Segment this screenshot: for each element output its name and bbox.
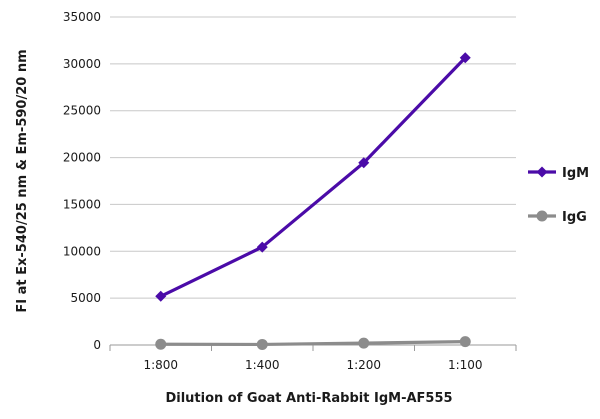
x-tick-label: 1:200: [346, 358, 381, 372]
series-lines: [155, 52, 471, 350]
legend-marker-igm: [536, 166, 548, 178]
y-tick-label: 15000: [63, 197, 101, 211]
y-tick-label: 20000: [63, 151, 101, 165]
y-tick-label: 25000: [63, 104, 101, 118]
y-tick-label: 30000: [63, 57, 101, 71]
legend-marker-igg: [536, 210, 548, 222]
y-axis-label: FI at Ex-540/25 nm & Em-590/20 nm: [15, 49, 30, 312]
data-point-igm: [155, 290, 167, 302]
y-tick-label: 10000: [63, 244, 101, 258]
legend-label-igm: IgM: [562, 166, 589, 181]
series-line-igg: [160, 340, 466, 347]
x-tick-label: 1:100: [448, 358, 483, 372]
y-tick-label: 35000: [63, 10, 101, 24]
data-point-igg: [459, 336, 471, 348]
data-point-igm: [256, 241, 268, 253]
data-point-igg: [155, 338, 167, 350]
series-line-igm: [160, 56, 467, 298]
data-point-igm: [459, 52, 471, 64]
x-tick-label: 1:800: [143, 358, 178, 372]
data-point-igm: [358, 157, 370, 169]
data-point-igg: [256, 338, 268, 350]
data-point-igg: [358, 337, 370, 349]
legend-label-igg: IgG: [562, 210, 587, 225]
y-tick-label: 0: [93, 338, 101, 352]
x-tick-labels: 1:800 1:400 1:200 1:100: [143, 358, 482, 372]
x-axis-label: Dilution of Goat Anti-Rabbit IgM-AF555: [165, 391, 452, 406]
y-tick-label: 5000: [70, 291, 101, 305]
y-tick-labels: 0 5000 10000 15000 20000 25000 30000 35000: [63, 10, 101, 352]
legend: IgM IgG: [528, 166, 589, 225]
x-tick-label: 1:400: [245, 358, 280, 372]
